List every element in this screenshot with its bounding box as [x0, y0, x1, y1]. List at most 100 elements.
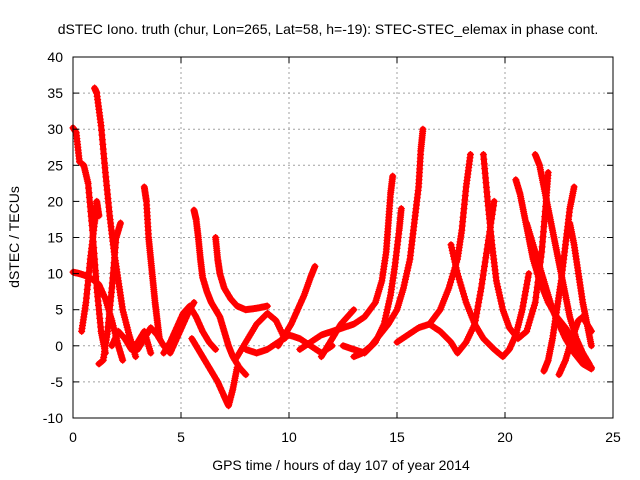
data-point	[522, 328, 530, 336]
data-point	[474, 302, 482, 310]
data-point	[397, 205, 405, 213]
data-point	[483, 245, 491, 253]
data-point	[481, 258, 489, 266]
data-point	[95, 212, 103, 220]
data-series	[69, 84, 595, 410]
data-point	[587, 327, 595, 335]
data-point	[544, 169, 552, 177]
data-point	[190, 298, 198, 306]
data-point	[482, 254, 490, 262]
series-28	[242, 331, 336, 357]
data-point	[370, 300, 378, 308]
y-axis-label: dSTEC / TECUs	[6, 186, 22, 288]
series-23	[540, 183, 578, 375]
data-point	[525, 270, 533, 278]
data-point	[210, 344, 218, 352]
x-tick-label: 20	[497, 429, 513, 445]
x-tick-label: 5	[177, 429, 185, 445]
data-point	[132, 353, 140, 361]
y-tick-label: 15	[47, 230, 63, 246]
data-point	[490, 197, 498, 205]
x-tick-label: 25	[605, 429, 621, 445]
data-point	[587, 342, 595, 350]
x-tick-label: 0	[69, 429, 77, 445]
y-tick-label: 40	[47, 49, 63, 65]
data-point	[587, 365, 595, 373]
data-point	[531, 298, 539, 306]
series-25	[555, 313, 595, 379]
data-point	[119, 356, 127, 364]
data-point	[212, 345, 220, 353]
data-point	[479, 271, 487, 279]
data-point	[242, 371, 250, 379]
data-point	[519, 302, 527, 310]
y-tick-label: 5	[55, 302, 63, 318]
data-point	[570, 183, 578, 191]
series-5	[95, 219, 125, 368]
data-point	[479, 275, 487, 283]
data-point	[561, 358, 569, 366]
chart-title: dSTEC Iono. truth (chur, Lon=265, Lat=58…	[58, 21, 598, 37]
data-point	[523, 277, 531, 285]
series-19	[479, 150, 552, 343]
data-point	[480, 262, 488, 270]
series-14	[339, 205, 405, 357]
data-point	[520, 298, 528, 306]
series-3	[78, 197, 103, 335]
data-point	[524, 273, 532, 281]
axis-ticks	[72, 56, 614, 419]
data-point	[478, 280, 486, 288]
data-point	[482, 249, 490, 257]
data-point	[520, 295, 528, 303]
x-axis-label: GPS time / hours of day 107 of year 2014	[212, 457, 470, 473]
data-point	[522, 284, 530, 292]
y-tick-label: 35	[47, 85, 63, 101]
data-point	[480, 267, 488, 275]
data-point	[523, 280, 531, 288]
series-13	[296, 172, 397, 353]
y-tick-label: 20	[47, 193, 63, 209]
data-point	[311, 262, 319, 270]
data-point	[350, 306, 358, 314]
data-point	[473, 309, 481, 317]
y-tick-label: 25	[47, 157, 63, 173]
y-tick-labels: -10 -5 0 5 10 15 20 25 30 35 40	[43, 49, 63, 426]
data-point	[522, 288, 530, 296]
data-point	[241, 370, 249, 378]
data-point	[117, 219, 125, 227]
data-point	[532, 293, 540, 301]
data-point	[349, 306, 357, 314]
data-point	[473, 306, 481, 314]
series-18	[447, 241, 533, 361]
data-point	[101, 293, 109, 301]
data-point	[147, 349, 155, 357]
data-point	[241, 369, 249, 377]
series-9	[188, 335, 241, 410]
series-8	[212, 234, 271, 314]
data-point	[477, 288, 485, 296]
data-point	[211, 345, 219, 353]
series-10	[231, 309, 289, 364]
data-point	[233, 363, 241, 371]
data-point	[533, 288, 541, 296]
series-6	[140, 183, 163, 343]
series-17	[425, 197, 498, 357]
x-tick-labels: 0 5 10 15 20 25	[69, 429, 621, 445]
y-tick-label: 0	[55, 338, 63, 354]
data-point	[328, 342, 336, 350]
data-point	[299, 293, 307, 301]
series-29	[108, 327, 155, 357]
y-tick-label: -10	[43, 410, 63, 426]
data-point	[518, 306, 526, 314]
x-tick-label: 10	[281, 429, 297, 445]
series-16	[393, 150, 474, 346]
y-tick-label: 30	[47, 121, 63, 137]
x-tick-label: 15	[389, 429, 405, 445]
series-27	[160, 302, 220, 357]
data-point	[327, 343, 335, 351]
data-point	[419, 125, 427, 133]
data-point	[475, 295, 483, 303]
y-tick-label: 10	[47, 266, 63, 282]
data-point	[263, 302, 271, 310]
